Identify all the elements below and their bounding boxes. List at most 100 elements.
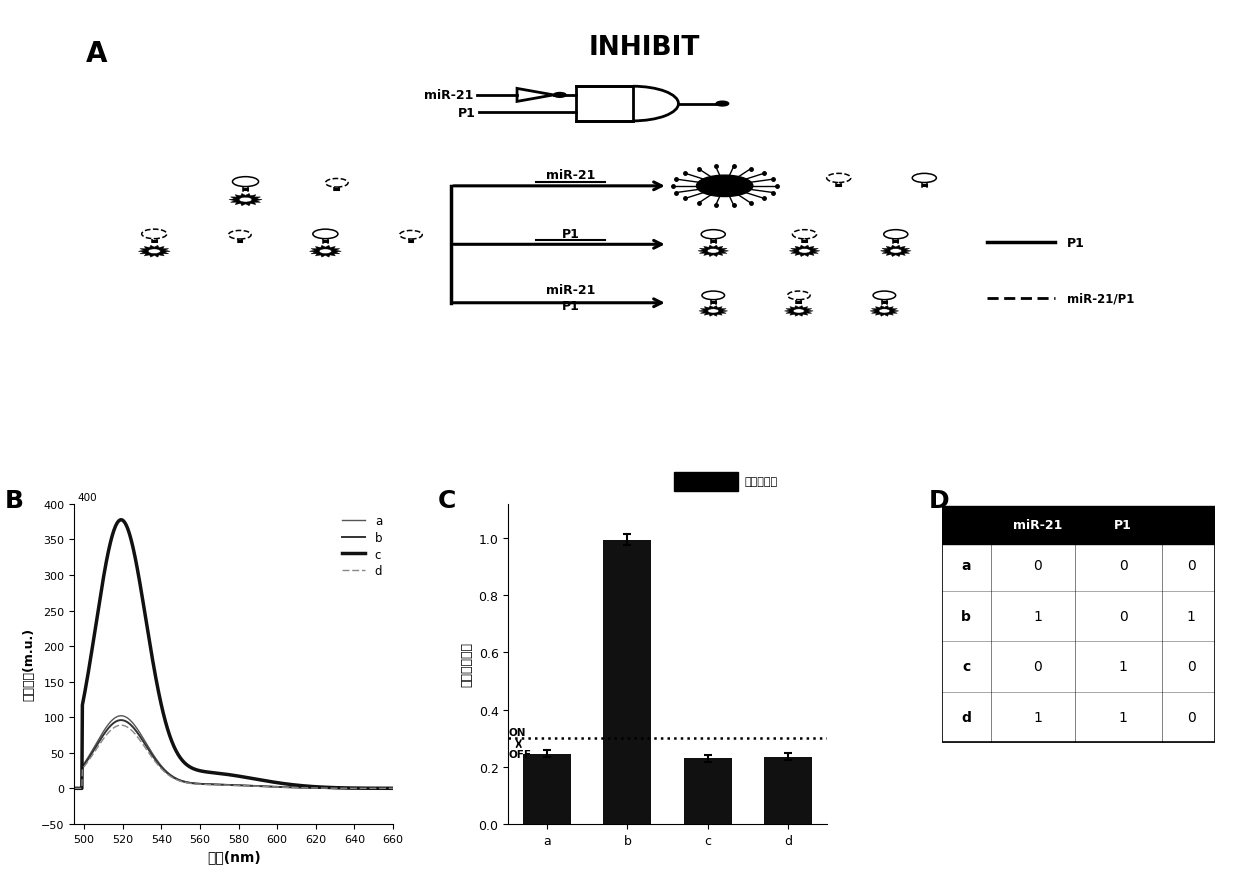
Polygon shape [517, 89, 553, 102]
d [67, 783, 82, 794]
c [67, 783, 82, 794]
Text: 0: 0 [1118, 610, 1127, 623]
Text: 0: 0 [1187, 559, 1195, 572]
Text: P1: P1 [562, 227, 579, 240]
Bar [603, 540, 651, 824]
a [280, 782, 295, 793]
a [212, 779, 227, 789]
Text: miR-21: miR-21 [546, 169, 595, 182]
Text: P1: P1 [1066, 237, 1085, 249]
a [149, 755, 164, 766]
Text: b: b [961, 610, 971, 623]
b [308, 782, 322, 793]
b [212, 780, 227, 790]
Legend: a, b, c, d: a, b, c, d [337, 510, 387, 582]
a [386, 783, 401, 794]
Line: a: a [74, 716, 393, 789]
b [386, 783, 401, 794]
Line: b: b [74, 720, 393, 789]
d [308, 782, 322, 793]
Text: miR-21: miR-21 [424, 89, 474, 102]
Bar [764, 757, 812, 824]
Bar [942, 544, 1215, 742]
b [255, 781, 270, 792]
Text: 1: 1 [1187, 610, 1195, 623]
Text: miR-21: miR-21 [546, 284, 595, 297]
a [124, 716, 139, 727]
b [149, 757, 164, 767]
Text: OFF: OFF [508, 750, 531, 759]
Text: c: c [962, 659, 970, 673]
c [255, 775, 270, 786]
Bar [942, 506, 1215, 544]
d [280, 782, 295, 793]
Circle shape [890, 249, 901, 253]
a [308, 782, 322, 793]
Y-axis label: 荧光强度(m.u.): 荧光强度(m.u.) [22, 627, 36, 701]
Text: 0: 0 [1033, 659, 1042, 673]
a [114, 711, 129, 721]
d [114, 720, 129, 731]
Circle shape [553, 93, 567, 98]
Polygon shape [139, 246, 170, 258]
d [386, 783, 401, 794]
c [280, 779, 295, 789]
b [67, 783, 82, 794]
Line: c: c [74, 520, 393, 789]
Circle shape [239, 198, 252, 203]
Text: 0: 0 [1033, 559, 1042, 572]
Text: C: C [438, 488, 456, 512]
Text: A: A [86, 40, 108, 67]
Text: 1: 1 [1033, 710, 1042, 724]
Text: 0: 0 [1187, 710, 1195, 724]
Text: 尼基荧光素: 尼基荧光素 [744, 477, 777, 487]
Circle shape [708, 309, 719, 314]
Polygon shape [870, 307, 899, 317]
Polygon shape [785, 307, 813, 317]
Bar [523, 754, 570, 824]
Text: 0: 0 [1187, 659, 1195, 673]
Text: d: d [961, 710, 971, 724]
Text: a: a [961, 559, 971, 572]
d [124, 725, 139, 735]
d [255, 781, 270, 792]
Bar [577, 87, 632, 121]
Circle shape [794, 309, 805, 314]
c [212, 768, 227, 779]
Text: INHIBIT: INHIBIT [589, 35, 701, 61]
Text: B: B [4, 488, 24, 512]
Circle shape [149, 250, 160, 254]
Polygon shape [699, 307, 728, 317]
Polygon shape [310, 246, 341, 258]
X-axis label: 波长(nm): 波长(nm) [207, 849, 260, 863]
Text: miR-21: miR-21 [1013, 518, 1063, 532]
b [124, 720, 139, 731]
Text: miR-21/P1: miR-21/P1 [1066, 292, 1135, 306]
d [149, 758, 164, 769]
Circle shape [799, 249, 810, 253]
b [114, 715, 129, 726]
Polygon shape [229, 194, 262, 206]
Circle shape [697, 176, 753, 198]
Text: P1: P1 [458, 106, 476, 120]
Polygon shape [880, 246, 911, 257]
Text: 1: 1 [1118, 659, 1127, 673]
Text: 1: 1 [1033, 610, 1042, 623]
Bar [673, 472, 738, 492]
c [114, 515, 129, 525]
c [386, 783, 401, 794]
Text: 0: 0 [1118, 559, 1127, 572]
Circle shape [708, 249, 719, 253]
c [124, 535, 139, 546]
Text: P1: P1 [562, 300, 579, 313]
Text: D: D [929, 488, 949, 512]
a [67, 783, 82, 794]
Y-axis label: 相对荧光强度: 相对荧光强度 [460, 641, 472, 687]
a [255, 781, 270, 791]
Circle shape [717, 102, 729, 107]
Bar [683, 758, 732, 824]
b [280, 782, 295, 793]
Circle shape [879, 309, 890, 314]
Text: ON: ON [508, 727, 526, 737]
Text: 400: 400 [78, 493, 97, 502]
